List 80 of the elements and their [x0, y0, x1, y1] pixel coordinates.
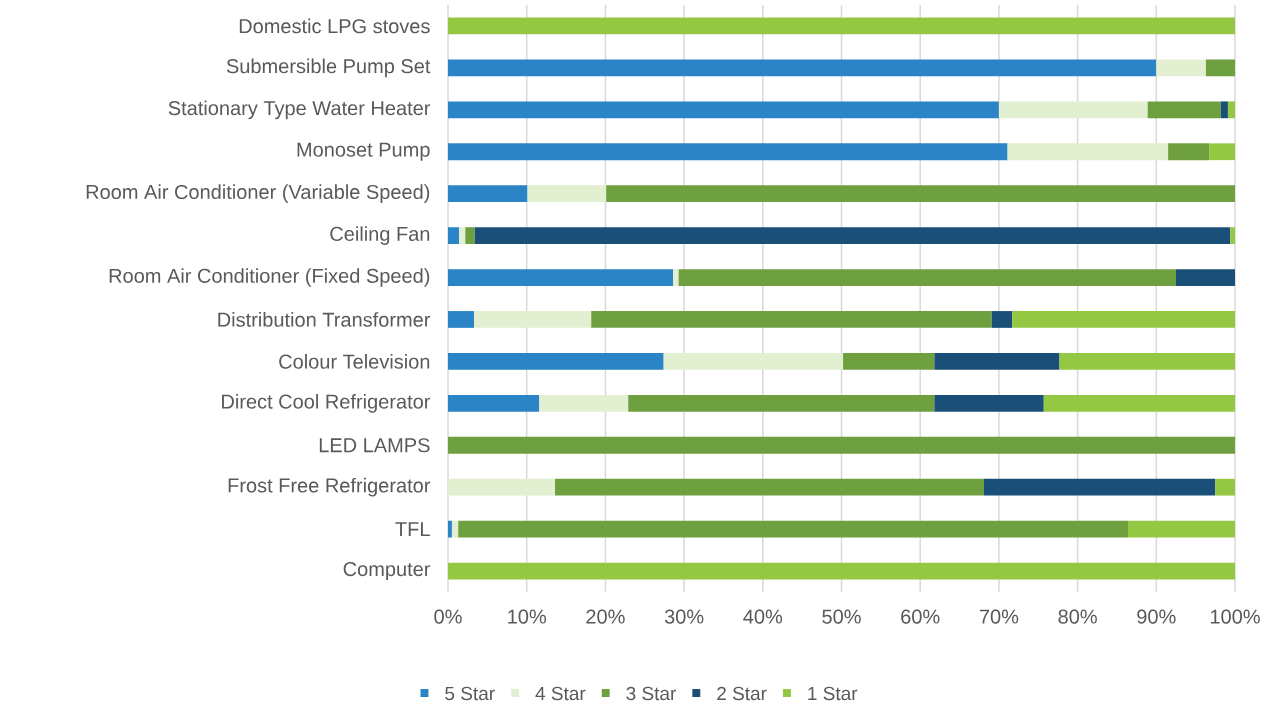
y-tick-label: Computer [343, 561, 431, 581]
x-tick-label: 60% [901, 609, 940, 624]
bar [1220, 101, 1228, 119]
bar [448, 101, 999, 119]
legend-label: 5 Star [445, 686, 495, 701]
y-tick-label: Direct Cool Refrigerator [222, 393, 431, 413]
x-tick-label: 0% [434, 609, 462, 624]
bar [678, 269, 1176, 286]
x-tick-label: 70% [979, 609, 1019, 624]
bar [448, 143, 1008, 161]
bar [934, 353, 1060, 370]
y-tick-label: Distribution Transformer [218, 312, 431, 327]
y-tick-label: Submersible Pump Set [226, 58, 431, 78]
x-tick-label: 20% [586, 609, 625, 624]
bar [1127, 520, 1236, 538]
bar [448, 311, 474, 328]
bar [465, 227, 475, 244]
bar [473, 311, 592, 328]
bar [1230, 227, 1236, 244]
y-tick-label: Room Air Conditioner (Fixed Speed) [109, 268, 430, 287]
y-tick-label: Domestic LPG stoves [239, 18, 430, 34]
bar [448, 436, 1236, 454]
bar [448, 59, 1157, 77]
bar [448, 227, 460, 244]
y-tick-label: Stationary Type Water Heater [168, 100, 431, 120]
bar [1215, 478, 1236, 496]
bar [1209, 143, 1236, 161]
legend-label: 2 Star [717, 686, 767, 701]
bar [673, 269, 679, 286]
x-tick-label: 100% [1210, 609, 1260, 624]
bar [448, 562, 1236, 580]
legend-label: 4 Star [535, 686, 586, 701]
bar [555, 478, 984, 496]
legend-label: 3 Star [626, 686, 677, 701]
bar [1156, 59, 1206, 77]
y-tick-label: Colour Television [279, 354, 430, 369]
bar [1168, 143, 1210, 161]
bar [451, 520, 459, 538]
y-tick-label: Room Air Conditioner (Variable Speed) [86, 184, 430, 203]
bar [1043, 394, 1236, 412]
bar [539, 394, 629, 412]
bar [1059, 353, 1236, 370]
bar [448, 185, 528, 203]
bar [1175, 269, 1236, 286]
bar [448, 17, 1236, 35]
x-tick-label: 30% [664, 609, 704, 624]
bar [448, 520, 452, 538]
bar [527, 185, 607, 203]
bar [1205, 59, 1236, 77]
bar [843, 353, 935, 370]
bar [934, 394, 1044, 412]
y-tick-label: LED LAMPS [319, 438, 430, 453]
bar [448, 478, 556, 496]
bar [1012, 311, 1236, 328]
bar [458, 520, 1128, 538]
y-tick-label: Frost Free Refrigerator [228, 477, 431, 497]
bar [448, 269, 674, 286]
bar [983, 478, 1216, 496]
x-tick-label: 10% [508, 609, 547, 624]
bar [448, 353, 664, 370]
bar [1147, 101, 1221, 119]
bar [606, 185, 1236, 203]
x-tick-label: 90% [1137, 609, 1176, 624]
legend-label: 1 Star [808, 686, 858, 701]
bar [448, 394, 540, 412]
bar [591, 311, 992, 328]
bar [1227, 101, 1236, 119]
bar [663, 353, 844, 370]
x-tick-label: 40% [743, 609, 783, 624]
bar [991, 311, 1013, 328]
bar [998, 101, 1148, 119]
bar [628, 394, 935, 412]
y-tick-label: Ceiling Fan [330, 226, 430, 245]
y-tick-label: Monoset Pump [297, 142, 430, 161]
bar [1007, 143, 1169, 161]
bar [459, 227, 466, 244]
x-tick-label: 50% [822, 609, 861, 624]
bar [474, 227, 1231, 244]
x-tick-label: 80% [1058, 609, 1097, 624]
y-tick-label: TFL [395, 522, 430, 536]
